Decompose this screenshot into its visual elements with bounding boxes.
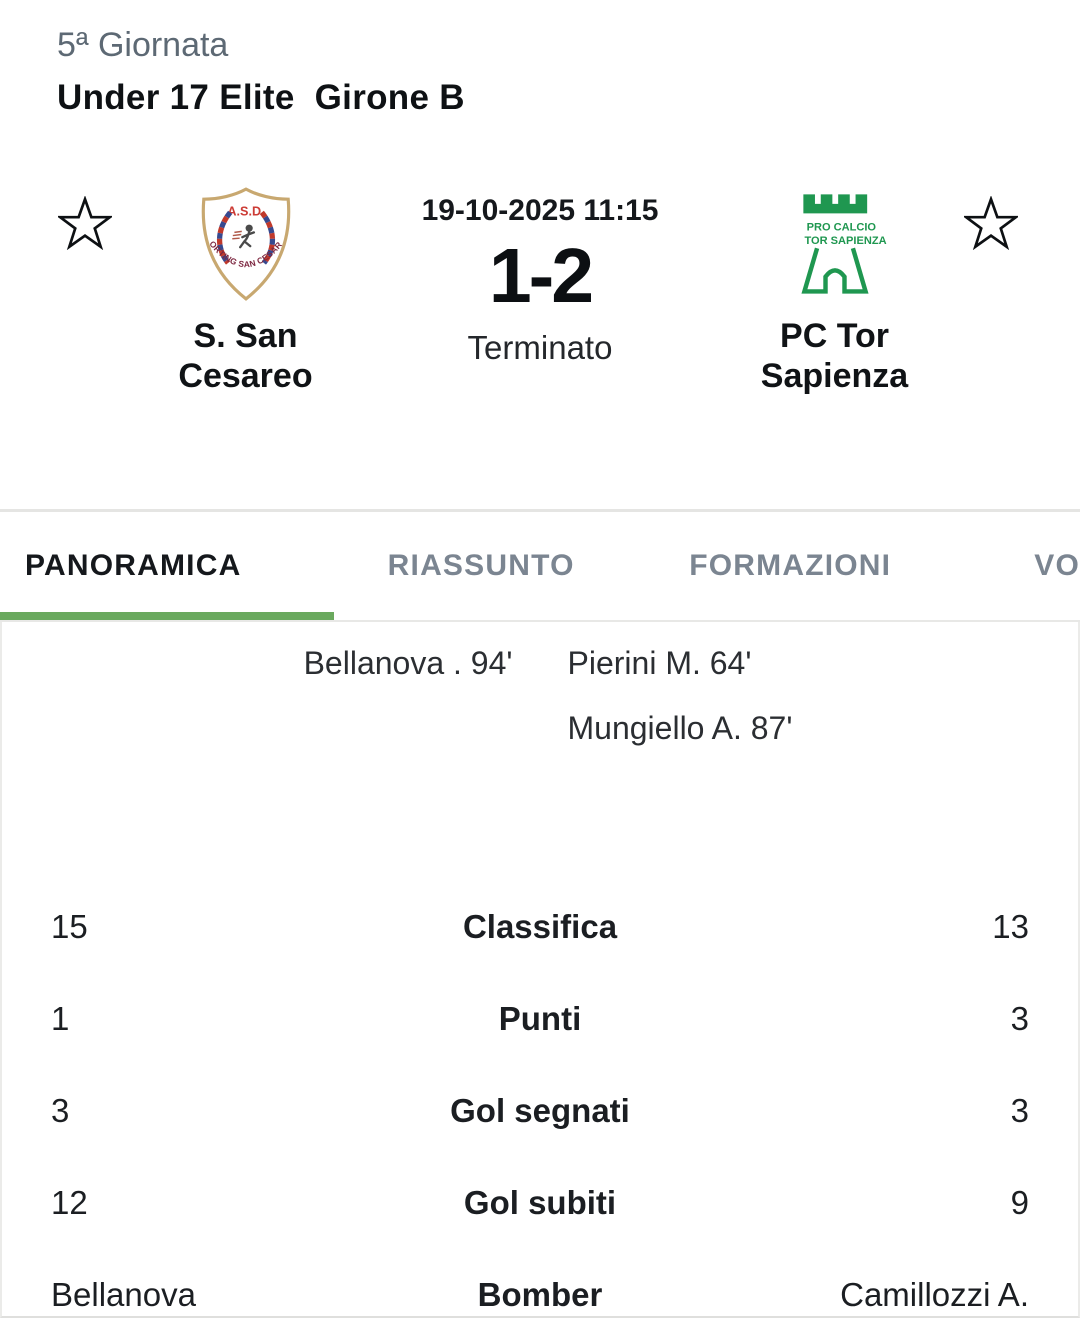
stat-label: Gol subiti: [463, 1184, 617, 1221]
home-team-logo: A.S.D. SPORTING SAN CESAREO: [190, 186, 290, 301]
matchday-label: 5ª Giornata: [57, 26, 229, 64]
away-logo-text-line1: PRO CALCIO: [806, 221, 876, 233]
score-block: 19-10-2025 11:15 1-2 Terminato: [375, 186, 705, 367]
home-team-name: S. San Cesareo: [178, 317, 313, 395]
goal-entry: Pierini M. 64': [567, 645, 752, 681]
away-logo-battlement: [802, 194, 867, 214]
stat-home-value: 1: [51, 1000, 70, 1037]
competition-title: Under 17 Elite Girone B: [57, 78, 465, 117]
stat-row-gol-segnati: 3 Gol segnati 3: [2, 1065, 1078, 1157]
tab-formazioni[interactable]: FORMAZIONI: [628, 512, 952, 620]
match-datetime: 19-10-2025 11:15: [421, 194, 659, 227]
stat-away-value: Camillozzi A.: [840, 1276, 1029, 1313]
stats-comparison: 15 Classifica 13 1 Punti 3 3 Gol segnati…: [2, 881, 1078, 1341]
stat-away-value: 3: [1010, 1000, 1029, 1037]
home-favorite-button[interactable]: [58, 196, 116, 250]
stat-label: Gol segnati: [450, 1092, 630, 1129]
home-logo-asd-text: A.S.D.: [227, 205, 264, 219]
stat-home-value: 12: [51, 1184, 88, 1221]
page-header: 5ª Giornata Under 17 Elite Girone B: [57, 26, 465, 118]
home-goal-scorers: Bellanova . 94': [2, 645, 540, 775]
away-logo-tower: [800, 247, 869, 294]
home-team-block[interactable]: A.S.D. SPORTING SAN CESAREO S. San Cesar…: [116, 186, 375, 396]
match-tabs: PANORAMICA RIASSUNTO FORMAZIONI VO: [0, 512, 1080, 622]
tab-panoramica[interactable]: PANORAMICA: [0, 512, 335, 620]
stat-label: Bomber: [477, 1276, 603, 1313]
stat-away-value: 13: [992, 908, 1029, 945]
stat-home-value: 15: [51, 908, 88, 945]
match-status: Terminato: [467, 329, 613, 366]
goal-scorers: Bellanova . 94' Pierini M. 64' Mungiello…: [2, 622, 1078, 775]
stat-row-punti: 1 Punti 3: [2, 973, 1078, 1065]
section-divider: [0, 509, 1080, 512]
goal-entry: Mungiello A. 87': [567, 710, 793, 746]
stat-away-value: 9: [1010, 1184, 1029, 1221]
away-team-block[interactable]: PRO CALCIO TOR SAPIENZA PC Tor Sapienza: [705, 186, 964, 396]
away-team-logo: PRO CALCIO TOR SAPIENZA: [800, 194, 886, 294]
panoramica-panel: Bellanova . 94' Pierini M. 64' Mungiello…: [0, 622, 1080, 1318]
home-logo-player-figure: [231, 224, 255, 249]
away-team-name: PC Tor Sapienza: [760, 317, 909, 395]
stat-row-bomber: Bellanova Bomber Camillozzi A.: [2, 1249, 1078, 1341]
away-favorite-button[interactable]: [964, 196, 1022, 250]
stat-label: Classifica: [462, 908, 618, 945]
away-goal-scorers: Pierini M. 64' Mungiello A. 87': [540, 645, 1079, 775]
stat-row-classifica: 15 Classifica 13: [2, 881, 1078, 973]
away-logo-text-line2: TOR SAPIENZA: [804, 235, 886, 247]
star-outline-icon: [58, 196, 112, 250]
stat-home-value: 3: [51, 1092, 70, 1129]
tab-voti[interactable]: VO: [1034, 512, 1080, 620]
stat-label: Punti: [498, 1000, 582, 1037]
stat-row-gol-subiti: 12 Gol subiti 9: [2, 1157, 1078, 1249]
star-outline-icon: [964, 196, 1018, 250]
stat-away-value: 3: [1010, 1092, 1029, 1129]
match-score: 1-2: [488, 233, 594, 319]
tab-riassunto[interactable]: RIASSUNTO: [334, 512, 628, 620]
stat-home-value: Bellanova: [51, 1276, 196, 1313]
match-header: A.S.D. SPORTING SAN CESAREO S. San Cesar…: [0, 186, 1080, 396]
goal-entry: Bellanova . 94': [303, 645, 513, 681]
